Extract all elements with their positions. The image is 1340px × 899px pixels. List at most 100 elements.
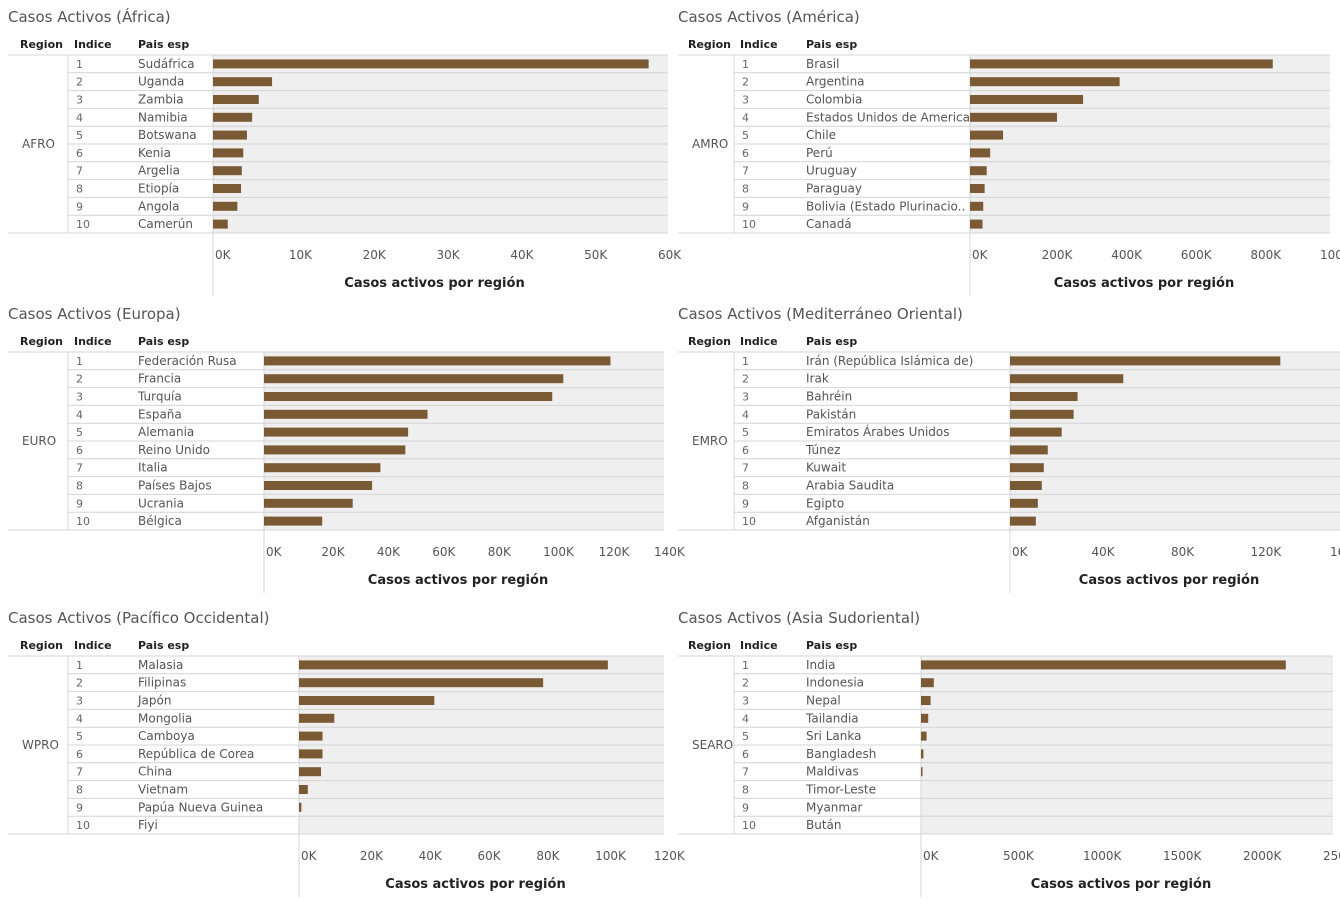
country-label: Chile [806, 128, 836, 142]
country-label: Maldivas [806, 765, 859, 779]
row-index: 4 [76, 111, 83, 124]
x-tick-label: 600K [1181, 248, 1213, 262]
row-index: 6 [742, 147, 749, 160]
country-label: Uruguay [806, 164, 857, 178]
country-label: Indonesia [806, 676, 864, 690]
country-label: Emiratos Árabes Unidos [806, 424, 950, 439]
data-bar [213, 201, 238, 211]
x-axis-label: Casos activos por región [368, 573, 548, 588]
x-tick-label: 0K [266, 545, 283, 559]
row-index: 10 [742, 218, 756, 231]
data-bar [970, 130, 1004, 140]
row-index: 9 [742, 497, 749, 510]
x-tick-label: 200K [1042, 248, 1074, 262]
data-bar [299, 660, 608, 670]
row-index: 6 [742, 444, 749, 457]
data-bar [213, 77, 273, 87]
data-bar [213, 166, 242, 176]
country-label: Zambia [138, 93, 184, 107]
data-bar [921, 767, 923, 777]
data-bar [264, 392, 553, 401]
x-tick-label: 1000K [1320, 248, 1340, 262]
row-index: 3 [742, 94, 749, 107]
country-label: Uganda [138, 75, 184, 89]
country-label: España [138, 407, 182, 421]
country-label: República de Corea [138, 747, 254, 761]
x-tick-label: 800K [1250, 248, 1282, 262]
chart-svg: AFRO 1 Sudáfrica 2 Uganda 3 Zambia 4 Namibia 5 Bot… [8, 54, 682, 296]
x-tick-label: 40K [377, 545, 401, 559]
data-bar [970, 77, 1120, 87]
country-label: Colombia [806, 93, 862, 107]
row-index: 1 [76, 659, 83, 672]
data-bar [264, 356, 611, 366]
row-index: 7 [76, 165, 83, 178]
x-tick-label: 2500K [1323, 849, 1340, 863]
header-indice: Indice [74, 38, 112, 51]
row-index: 5 [742, 730, 749, 743]
header-pais: Pais esp [138, 335, 190, 348]
data-bar [299, 678, 544, 688]
country-label: Malasia [138, 658, 183, 672]
x-tick-label: 20K [360, 849, 384, 863]
x-tick-label: 120K [654, 849, 686, 863]
chart-title: Casos Activos (América) [678, 8, 860, 26]
data-bar [213, 148, 244, 158]
x-axis-label: Casos activos por región [1054, 276, 1234, 291]
data-bar [213, 59, 649, 69]
country-label: Argelia [138, 164, 180, 178]
country-label: Alemania [138, 425, 194, 439]
x-tick-label: 20K [321, 545, 345, 559]
country-label: Bután [806, 818, 842, 832]
country-label: China [138, 765, 172, 779]
region-label: AMRO [692, 137, 728, 151]
row-index: 5 [76, 730, 83, 743]
row-index: 2 [76, 76, 83, 89]
row-index: 10 [742, 819, 756, 832]
region-label: EMRO [692, 434, 728, 448]
header-indice: Indice [740, 639, 778, 652]
data-bar [264, 463, 381, 473]
country-label: Papúa Nueva Guinea [138, 800, 263, 814]
chart-title: Casos Activos (Pacífico Occidental) [8, 609, 270, 627]
row-index: 5 [742, 129, 749, 142]
country-label: Brasil [806, 57, 839, 71]
country-label: Sri Lanka [806, 729, 861, 743]
country-label: Francia [138, 372, 181, 386]
x-tick-label: 400K [1111, 248, 1143, 262]
row-index: 9 [76, 200, 83, 213]
header-region: Region [688, 639, 731, 652]
data-bar [299, 767, 322, 777]
data-bar [1010, 356, 1281, 366]
data-bar [213, 95, 259, 104]
row-index: 7 [742, 165, 749, 178]
chart-panel-pacifico: WPRO 1 Malasia 2 Filipinas 3 Japón 4 Mongolia 5 Ca… [8, 609, 686, 899]
country-label: Paraguay [806, 182, 862, 196]
country-label: Países Bajos [138, 479, 212, 493]
row-index: 2 [742, 677, 749, 690]
header-pais: Pais esp [138, 639, 190, 652]
chart-svg: EMRO 1 Irán (República Islámica de) 2 Irak 3 B… [678, 351, 1340, 593]
country-label: India [806, 658, 835, 672]
x-tick-label: 20K [363, 248, 387, 262]
row-index: 4 [742, 111, 749, 124]
data-bar [299, 785, 308, 794]
row-index: 7 [76, 462, 83, 475]
x-tick-label: 0K [215, 248, 232, 262]
row-index: 7 [742, 766, 749, 779]
data-bar [1010, 516, 1036, 526]
row-index: 3 [76, 391, 83, 404]
country-label: Mongolia [138, 711, 192, 725]
country-label: Bolivia (Estado Plurinacio.. [806, 199, 965, 213]
data-bar [1010, 427, 1062, 437]
country-label: Tailandia [805, 711, 859, 725]
country-label: Canadá [806, 217, 852, 231]
country-label: Namibia [138, 110, 188, 124]
header-indice: Indice [740, 335, 778, 348]
row-index: 10 [76, 515, 90, 528]
header-region: Region [20, 38, 63, 51]
chart-title: Casos Activos (Europa) [8, 305, 181, 323]
data-bar [213, 219, 228, 229]
header-pais: Pais esp [138, 38, 190, 51]
data-bar [921, 660, 1286, 670]
